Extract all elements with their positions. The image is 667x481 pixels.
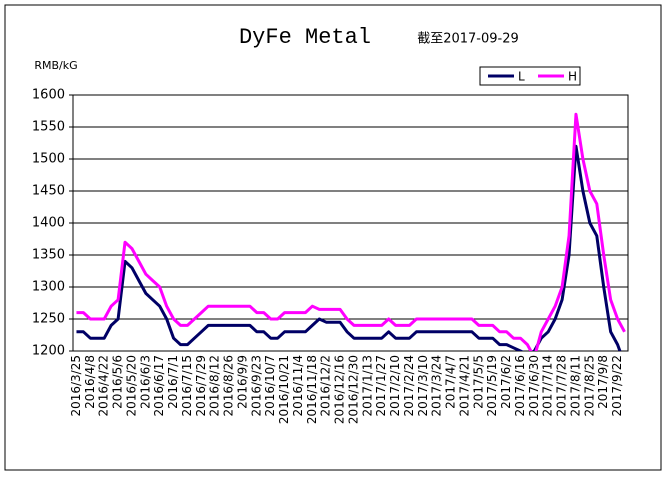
- x-tick-label: 2016/4/8: [83, 355, 97, 409]
- y-tick-label: 1500: [32, 152, 65, 167]
- x-tick-label: 2017/7/14: [541, 355, 555, 417]
- y-tick-label: 1400: [32, 216, 65, 231]
- x-tick-label: 2017/4/21: [457, 355, 471, 417]
- x-tick-label: 2017/8/11: [568, 355, 582, 417]
- y-tick-label: 1250: [32, 312, 65, 327]
- x-tick-label: 2017/6/2: [499, 355, 513, 409]
- x-tick-label: 2017/8/25: [582, 355, 596, 417]
- x-tick-label: 2017/4/7: [444, 355, 458, 409]
- x-tick-label: 2017/5/5: [471, 355, 485, 409]
- y-axis-label: RMB/kG: [34, 59, 77, 72]
- x-tick-label: 2017/7/28: [555, 355, 569, 417]
- x-tick-label: 2017/5/19: [485, 355, 499, 417]
- x-tick-label: 2017/9/8: [596, 355, 610, 409]
- x-tick-label: 2017/9/22: [610, 355, 624, 417]
- x-tick-label: 2016/12/16: [333, 355, 347, 424]
- line-series: [76, 144, 622, 351]
- x-tick-label: 2016/9/9: [235, 355, 249, 409]
- x-tick-label: 2016/7/1: [166, 355, 180, 409]
- chart-title: DyFe Metal: [239, 25, 371, 50]
- x-tick-label: 2016/12/2: [319, 355, 333, 417]
- x-tick-label: 2017/1/13: [360, 355, 374, 417]
- x-tick-label: 2016/6/17: [152, 355, 166, 417]
- x-tick-label: 2016/11/4: [291, 355, 305, 417]
- x-tick-label: 2017/2/10: [388, 355, 402, 417]
- y-tick-label: 1200: [32, 344, 65, 359]
- x-tick-label: 2017/6/16: [513, 355, 527, 417]
- x-tick-label: 2016/4/22: [97, 355, 111, 417]
- legend: [479, 66, 581, 86]
- x-tick-label: 2016/12/30: [346, 355, 360, 424]
- x-tick-label: 2016/7/29: [194, 355, 208, 417]
- series-group: [76, 112, 626, 351]
- chart-subtitle: 截至2017-09-29: [417, 32, 519, 47]
- x-tick-label: 2016/3/25: [69, 355, 83, 417]
- legend-label: H: [568, 70, 577, 84]
- x-tick-label: 2016/8/12: [208, 355, 222, 417]
- x-tick-label: 2017/1/27: [374, 355, 388, 417]
- y-tick-label: 1550: [32, 120, 65, 135]
- x-tick-label: 2016/5/20: [124, 355, 138, 417]
- y-tick-label: 1450: [32, 184, 65, 199]
- x-tick-label: 2016/9/23: [249, 355, 263, 417]
- legend-label: L: [518, 70, 525, 84]
- x-tick-label: 2016/10/7: [263, 355, 277, 417]
- line-series: [76, 112, 626, 351]
- y-tick-label: 1350: [32, 248, 65, 263]
- x-tick-label: 2016/5/6: [111, 355, 125, 409]
- x-tick-label: 2017/3/24: [430, 355, 444, 417]
- x-tick-label: 2016/10/21: [277, 355, 291, 424]
- x-tick-label: 2016/11/18: [305, 355, 319, 424]
- x-tick-label: 2016/6/3: [138, 355, 152, 409]
- x-tick-label: 2016/7/15: [180, 355, 194, 417]
- x-tick-label: 2016/8/26: [222, 355, 236, 417]
- x-tick-label: 2017/6/30: [527, 355, 541, 417]
- y-tick-label: 1600: [32, 88, 65, 103]
- x-tick-label: 2017/2/24: [402, 355, 416, 417]
- y-tick-label: 1300: [32, 280, 65, 295]
- x-tick-label: 2017/3/10: [416, 355, 430, 417]
